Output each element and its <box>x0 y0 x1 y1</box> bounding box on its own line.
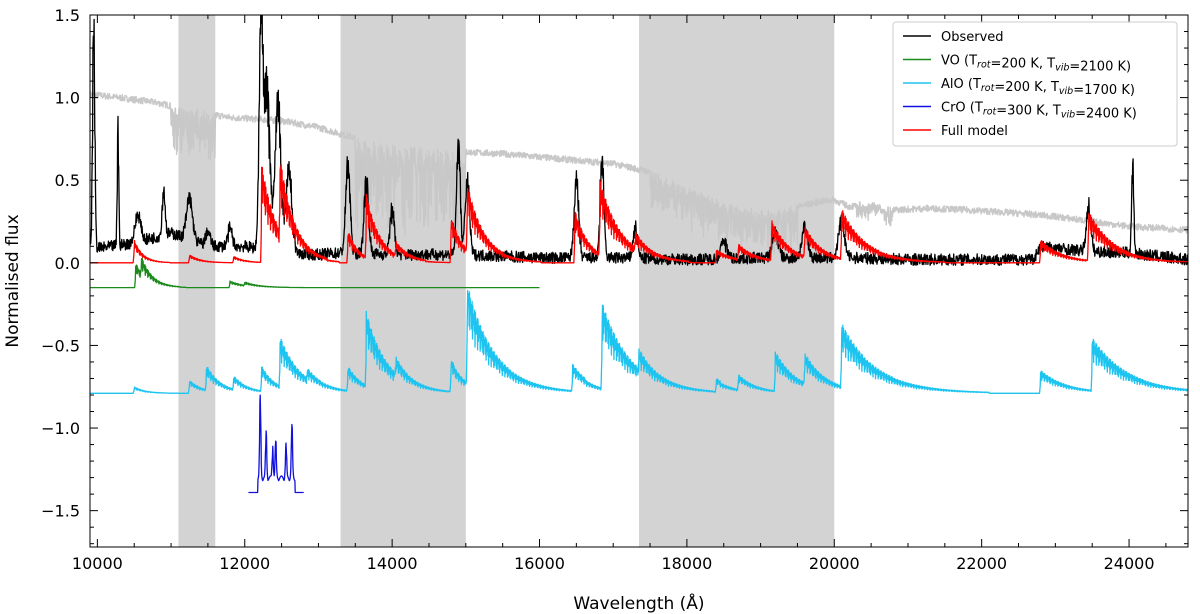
legend-label-vo: VO (Trot=200 K, Tvib=2100 K) <box>941 54 1131 75</box>
y-tick-label: −1.5 <box>41 502 80 521</box>
series-line-alo <box>90 289 1188 394</box>
shaded-bands <box>178 15 835 547</box>
y-tick-label: 0.5 <box>55 171 80 190</box>
plot-frame <box>89 14 1189 548</box>
legend-box <box>892 21 1178 147</box>
x-tick-label: 12000 <box>219 554 270 573</box>
legend: Observed VO (Trot=200 K, Tvib=2100 K)AlO … <box>892 21 1178 147</box>
legend-label-cro: CrO (Trot=300 K, Tvib=2400 K) <box>941 101 1137 122</box>
series-line-full-model <box>90 164 1188 264</box>
series-line-observed <box>90 15 1188 266</box>
shaded-band-1 <box>178 15 216 547</box>
y-tick-label: −1.0 <box>41 419 80 438</box>
x-tick-label: 16000 <box>514 554 565 573</box>
shaded-band-2 <box>340 15 466 547</box>
y-tick-label: 0.0 <box>55 254 80 273</box>
series-line-cro <box>248 394 304 494</box>
y-tick-label: 1.5 <box>55 6 80 25</box>
series-line-reference <box>90 90 1188 255</box>
legend-label-alo: AlO (Trot=200 K, Tvib=1700 K) <box>941 77 1135 98</box>
y-tick-label: −0.5 <box>41 336 80 355</box>
x-tick-label: 18000 <box>661 554 712 573</box>
series-lines <box>90 15 1188 494</box>
series-line-vo <box>90 257 540 289</box>
legend-label-full-model: Full model <box>941 124 1008 139</box>
x-tick-label: 14000 <box>367 554 418 573</box>
shaded-band-3 <box>639 15 835 547</box>
x-tick-label: 20000 <box>809 554 860 573</box>
x-tick-label: 24000 <box>1104 554 1155 573</box>
x-tick-label: 22000 <box>956 554 1007 573</box>
axis-ticks: 10000 12000 14000 16000 18000 20000 22000 24000… <box>41 6 1188 573</box>
x-axis-label: Wavelength (Å) <box>573 592 704 614</box>
legend-label-observed: Observed <box>941 30 1004 45</box>
y-tick-label: 1.0 <box>55 89 80 108</box>
x-tick-label: 10000 <box>72 554 123 573</box>
y-axis-label: Normalised flux <box>3 214 23 347</box>
